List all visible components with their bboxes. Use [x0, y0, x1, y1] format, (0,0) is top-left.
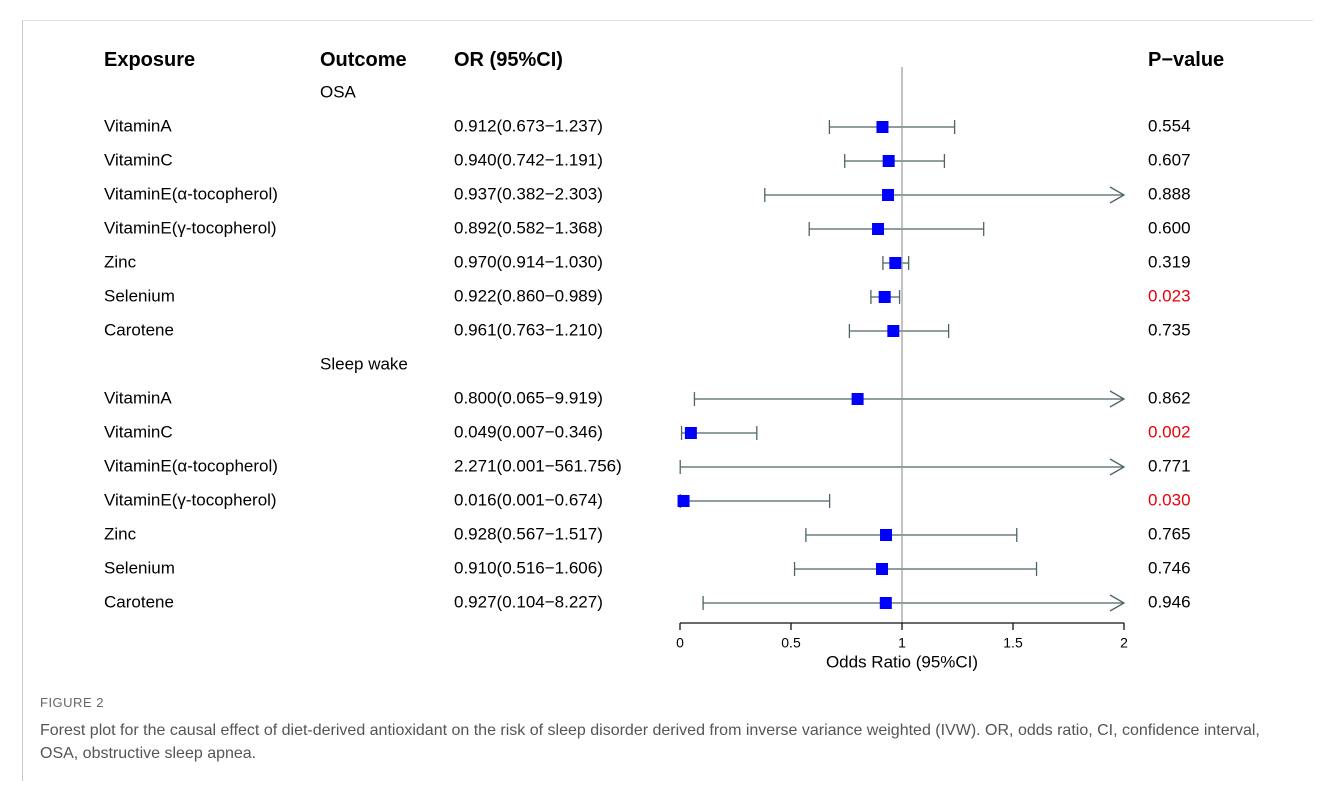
p-value-label: 0.319 — [1148, 252, 1191, 271]
ci-arrow — [1109, 594, 1126, 612]
or-ci-label: 0.800(0.065−9.919) — [454, 388, 603, 407]
or-ci-label: 0.937(0.382−2.303) — [454, 184, 603, 203]
outcome-group-label: Sleep wake — [320, 354, 408, 373]
point-estimate — [684, 427, 697, 439]
exposure-label: Selenium — [104, 558, 175, 577]
or-ci-label: 0.928(0.567−1.517) — [454, 524, 603, 543]
p-value-label: 0.600 — [1148, 218, 1191, 237]
exposure-label: Carotene — [104, 320, 174, 339]
x-axis-title: Odds Ratio (95%CI) — [826, 652, 978, 671]
or-ci-label: 0.970(0.914−1.030) — [454, 252, 603, 271]
table-rows: OSA VitaminA 0.912(0.673−1.237) 0.554 Vitami… — [104, 82, 1191, 611]
figure-label: FIGURE 2 — [40, 695, 104, 710]
ci-arrow — [1109, 458, 1126, 476]
or-ci-label: 0.961(0.763−1.210) — [454, 320, 603, 339]
p-value-label: 0.030 — [1148, 490, 1191, 509]
point-estimate — [889, 257, 902, 269]
point-estimate — [880, 529, 893, 541]
exposure-label: VitaminA — [104, 116, 172, 135]
exposure-label: VitaminE(γ-tocopherol) — [104, 218, 277, 237]
point-estimate — [851, 393, 864, 405]
p-value-label: 0.746 — [1148, 558, 1191, 577]
point-estimate — [882, 155, 895, 167]
p-value-label: 0.946 — [1148, 592, 1191, 611]
x-tick-label: 2 — [1120, 635, 1128, 651]
p-value-label: 0.554 — [1148, 116, 1191, 135]
x-tick-label: 0 — [676, 635, 684, 651]
exposure-label: Carotene — [104, 592, 174, 611]
point-estimate — [882, 189, 895, 201]
plot-marks — [677, 67, 1126, 623]
exposure-label: VitaminE(α-tocopherol) — [104, 184, 278, 203]
header-outcome: Outcome — [320, 49, 407, 71]
exposure-label: Zinc — [104, 252, 137, 271]
p-value-label: 0.735 — [1148, 320, 1191, 339]
point-estimate — [879, 597, 892, 609]
x-tick-label: 1.5 — [1003, 635, 1023, 651]
header-exposure: Exposure — [104, 49, 195, 71]
outcome-group-label: OSA — [320, 82, 357, 101]
point-estimate — [872, 223, 885, 235]
p-value-label: 0.771 — [1148, 456, 1191, 475]
point-estimate — [677, 495, 690, 507]
figure-frame — [22, 20, 1313, 781]
point-estimate — [876, 563, 889, 575]
p-value-label: 0.862 — [1148, 388, 1191, 407]
p-value-label: 0.023 — [1148, 286, 1191, 305]
ci-arrow — [1109, 390, 1126, 408]
exposure-label: VitaminC — [104, 422, 173, 441]
figure-caption: Forest plot for the causal effect of die… — [40, 722, 1260, 762]
point-estimate — [878, 291, 891, 303]
exposure-label: VitaminA — [104, 388, 172, 407]
exposure-label: VitaminC — [104, 150, 173, 169]
or-ci-label: 0.940(0.742−1.191) — [454, 150, 603, 169]
x-tick-label: 0.5 — [781, 635, 801, 651]
p-value-label: 0.888 — [1148, 184, 1191, 203]
or-ci-label: 0.892(0.582−1.368) — [454, 218, 603, 237]
exposure-label: Zinc — [104, 524, 137, 543]
p-value-label: 0.002 — [1148, 422, 1191, 441]
x-axis: 0 0.5 1 1.5 2 Odds Ratio (95%CI) — [676, 622, 1128, 671]
or-ci-label: 0.910(0.516−1.606) — [454, 558, 603, 577]
p-value-label: 0.607 — [1148, 150, 1191, 169]
exposure-label: Selenium — [104, 286, 175, 305]
or-ci-label: 0.912(0.673−1.237) — [454, 116, 603, 135]
x-tick-label: 1 — [898, 635, 906, 651]
ci-arrow — [1109, 186, 1126, 204]
exposure-label: VitaminE(γ-tocopherol) — [104, 490, 277, 509]
or-ci-label: 0.016(0.001−0.674) — [454, 490, 603, 509]
forest-plot: Exposure Outcome OR (95%CI) P−value OSA V… — [104, 49, 1224, 671]
or-ci-label: 2.271(0.001−561.756) — [454, 456, 622, 475]
point-estimate — [887, 325, 900, 337]
or-ci-label: 0.922(0.860−0.989) — [454, 286, 603, 305]
header-pvalue: P−value — [1148, 49, 1224, 71]
exposure-label: VitaminE(α-tocopherol) — [104, 456, 278, 475]
header-or: OR (95%CI) — [454, 49, 563, 71]
or-ci-label: 0.927(0.104−8.227) — [454, 592, 603, 611]
point-estimate — [876, 121, 889, 133]
p-value-label: 0.765 — [1148, 524, 1191, 543]
or-ci-label: 0.049(0.007−0.346) — [454, 422, 603, 441]
column-headers: Exposure Outcome OR (95%CI) P−value — [104, 49, 1224, 71]
